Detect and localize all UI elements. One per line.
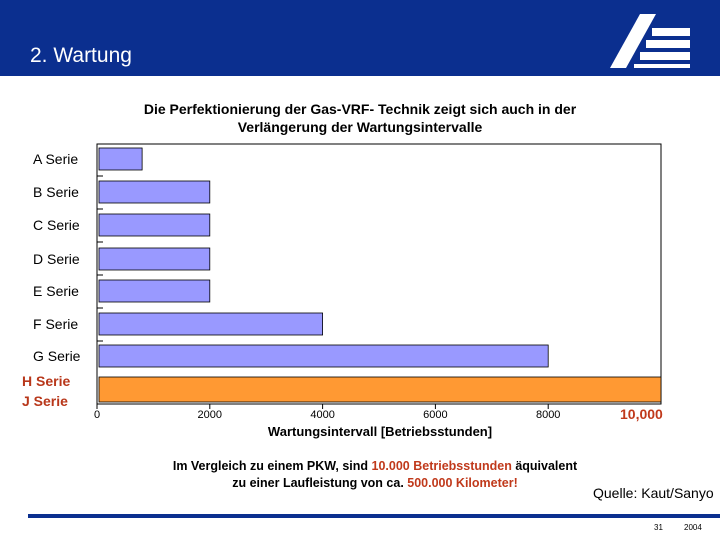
note-line-2-highlight: 500.000 Kilometer! [407,476,518,490]
comparison-note: Im Vergleich zu einem PKW, sind 10.000 B… [100,458,650,492]
chart-title-line2: Verlängerung der Wartungsintervalle [237,119,483,135]
note-line-1-highlight: 10.000 Betriebsstunden [371,459,512,473]
note-line-1-text-a: Im Vergleich zu einem PKW, sind [172,459,372,473]
note-line-2-text-a: zu einer Laufleistung von ca. [232,476,408,490]
category-label-h: H Serie [22,373,70,389]
slide-title: 2. Wartung [30,44,132,67]
x-axis-label: Wartungsintervall [Betriebsstunden] [267,424,493,439]
x-tick-label: 6000 [423,409,447,421]
note-line-2: zu einer Laufleistung von ca. 500.000 Ki… [100,475,650,492]
source-credit: Quelle: Kaut/Sanyo [593,485,714,501]
category-label: E Serie [33,283,79,299]
bar-b-serie [98,180,211,204]
bar-d-serie [98,247,211,271]
footer-year: 2004 [684,523,702,532]
category-label: B Serie [33,184,79,200]
x-tick-label: 4000 [310,409,334,421]
chart-title-line1: Die Perfektionierung der Gas-VRF- Techni… [143,101,577,117]
category-label: G Serie [33,348,81,364]
bar-f-serie [98,312,324,336]
bar-g-serie [98,344,549,368]
category-label: F Serie [33,316,78,332]
chart-title: Die Perfektionierung der Gas-VRF- Techni… [60,100,660,136]
category-label-j: J Serie [22,393,68,409]
company-logo [610,14,690,68]
footer-divider [28,514,720,518]
page-number: 31 [654,523,663,532]
bar-h-j-serie [98,376,662,403]
x-tick-label: 0 [94,409,100,421]
bar-c-serie [98,213,211,237]
category-label: C Serie [33,217,80,233]
note-line-1-text-b: äquivalent [511,459,578,473]
category-label: A Serie [33,151,78,167]
x-tick-label: 8000 [536,409,560,421]
x-tick-label: 2000 [198,409,222,421]
category-label: D Serie [33,251,80,267]
note-line-1: Im Vergleich zu einem PKW, sind 10.000 B… [100,458,650,475]
bar-a-serie [98,147,143,171]
bar-e-serie [98,279,211,303]
header-bar: 2. Wartung [0,0,720,76]
highlight-value-label: 10,000 [620,406,663,422]
